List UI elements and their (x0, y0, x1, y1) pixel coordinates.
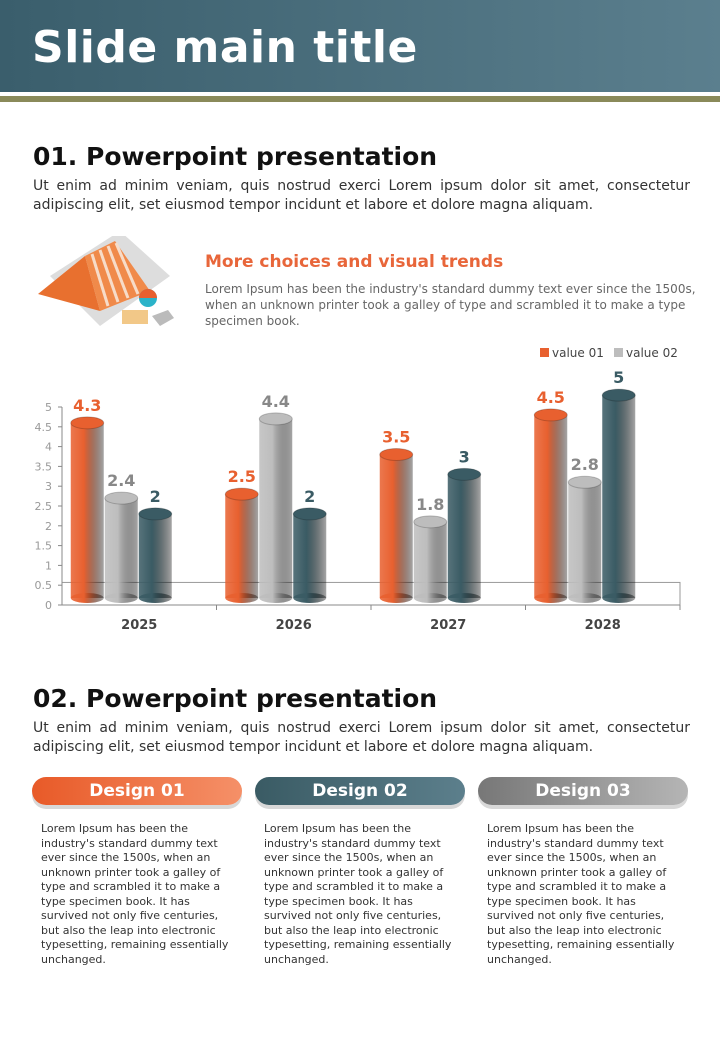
data-label: 4.4 (262, 392, 290, 411)
bar-base (413, 593, 447, 603)
data-label: 2.5 (228, 467, 256, 486)
bar (259, 418, 293, 598)
x-tick-label: 2028 (585, 618, 621, 633)
feature-text: Lorem Ipsum has been the industry's stan… (205, 282, 696, 328)
divider (0, 96, 720, 102)
bar-base (447, 593, 481, 603)
bar-base (104, 593, 138, 603)
x-tick-label: 2027 (430, 618, 466, 633)
design-03-header: Design 03 (478, 777, 688, 805)
data-label: 4.5 (537, 388, 565, 407)
legend-label: value 02 (626, 346, 678, 360)
y-tick-label: 1.5 (35, 540, 53, 553)
bar-base (70, 593, 104, 603)
y-tick-label: 0 (45, 599, 52, 612)
bar-base (534, 593, 568, 603)
section-1-text: Ut enim ad minim veniam, quis nostrud ex… (33, 178, 690, 213)
feature-title: More choices and visual trends (205, 252, 504, 272)
bar-base (568, 593, 602, 603)
bar-top (567, 475, 602, 489)
y-tick-label: 3.5 (35, 460, 53, 473)
y-tick-label: 4 (45, 441, 52, 454)
bar (104, 498, 138, 598)
title-banner: Slide main title (0, 0, 720, 92)
legend-swatch (614, 348, 623, 357)
bar (379, 454, 413, 598)
bar (447, 474, 481, 598)
bar-top (224, 487, 259, 501)
bar-top (379, 448, 414, 462)
bar-top (601, 388, 636, 402)
data-label: 2.4 (107, 471, 135, 490)
bar-top (533, 408, 568, 422)
bar-top (138, 507, 173, 521)
bar-top (70, 416, 105, 430)
data-label: 3 (459, 447, 470, 466)
bar (293, 513, 327, 598)
x-tick-label: 2025 (121, 618, 157, 633)
bar-base (225, 593, 259, 603)
data-label: 2 (304, 487, 315, 506)
bar (70, 422, 104, 598)
data-label: 5 (613, 368, 624, 387)
bar-base (379, 593, 413, 603)
legend-swatch (540, 348, 549, 357)
data-label: 2 (150, 487, 161, 506)
bar (534, 414, 568, 598)
y-tick-label: 2.5 (35, 500, 53, 513)
bar-top (447, 467, 482, 481)
y-tick-label: 2 (45, 520, 52, 533)
bar-top (413, 515, 448, 529)
bar-base (259, 593, 293, 603)
bar-base (293, 593, 327, 603)
bar (138, 513, 172, 598)
slide-title: Slide main title (32, 22, 418, 73)
y-tick-label: 5 (45, 401, 52, 414)
tent-illustration (38, 236, 174, 326)
data-label: 3.5 (382, 428, 410, 447)
bar (225, 494, 259, 598)
design-02-text: Lorem Ipsum has been the industry's stan… (264, 822, 452, 966)
y-tick-label: 3 (45, 480, 52, 493)
bar (568, 482, 602, 598)
section-1-title: 01. Powerpoint presentation (33, 142, 438, 171)
section-2-title: 02. Powerpoint presentation (33, 684, 438, 713)
bar-base (602, 593, 636, 603)
bar-top (104, 491, 139, 505)
bar-base (138, 593, 172, 603)
x-tick-label: 2026 (276, 618, 312, 633)
design-01-header: Design 01 (32, 777, 242, 805)
design-02-header: Design 02 (255, 777, 465, 805)
design-03-text: Lorem Ipsum has been the industry's stan… (487, 822, 675, 966)
bar (602, 395, 636, 598)
y-tick-label: 1 (45, 559, 52, 572)
legend-label: value 01 (552, 346, 604, 360)
data-label: 1.8 (416, 495, 444, 514)
y-tick-label: 0.5 (35, 579, 53, 592)
bar-chart: 0 0.5 1 1.5 2 2.5 3 3.5 4 4.5 5 2025 4.3 2.4 2 2026 2.5 4… (35, 346, 681, 633)
section-2-text: Ut enim ad minim veniam, quis nostrud ex… (33, 720, 690, 755)
data-label: 2.8 (571, 455, 599, 474)
bar-top (292, 507, 327, 521)
data-label: 4.3 (73, 396, 101, 415)
bar (413, 521, 447, 598)
design-01-text: Lorem Ipsum has been the industry's stan… (41, 822, 229, 966)
bar-top (258, 412, 293, 426)
y-tick-label: 4.5 (35, 421, 53, 434)
